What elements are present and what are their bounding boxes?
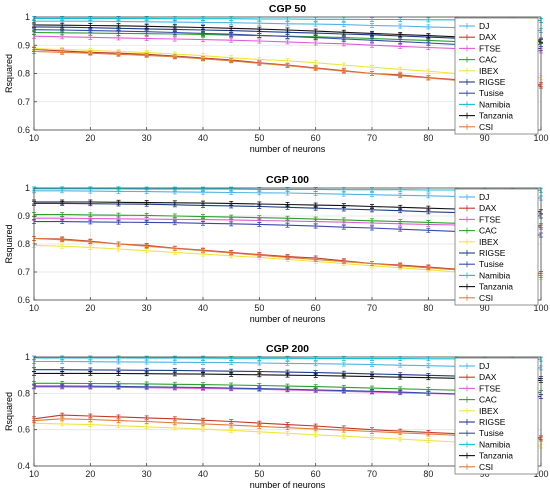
legend-label: Tanzania	[479, 111, 513, 121]
legend-label: FTSE	[479, 43, 501, 53]
x-tick-label: 70	[367, 133, 377, 143]
y-tick-label: 0.6	[17, 425, 30, 435]
legend-label: Tanzania	[479, 451, 513, 461]
x-axis-label: number of neurons	[250, 144, 326, 154]
chart-title: CGP 50	[269, 3, 306, 15]
legend-label: IBEX	[479, 237, 499, 247]
x-tick-label: 40	[198, 469, 208, 479]
x-tick-label: 20	[85, 469, 95, 479]
legend-label: CAC	[479, 55, 497, 65]
y-tick-label: 0.8	[17, 239, 30, 249]
x-tick-label: 40	[198, 303, 208, 313]
x-tick-label: 70	[367, 469, 377, 479]
y-tick-label: 0.8	[17, 69, 30, 79]
y-tick-label: 1	[25, 352, 30, 362]
chart-title: CGP 100	[266, 174, 309, 186]
x-tick-label: 100	[533, 303, 548, 313]
y-tick-label: 0.9	[17, 40, 30, 50]
legend-label: DJ	[479, 361, 489, 371]
legend-label: CAC	[479, 395, 497, 405]
x-tick-label: 100	[533, 469, 548, 479]
chart-panel: 10 20 30 40 50 60 70 80 90 100 0.6 0.7 0.8 0.9 1 CGP 10…	[4, 174, 549, 324]
x-tick-label: 30	[142, 133, 152, 143]
y-tick-label: 0.4	[17, 461, 30, 471]
y-tick-label: 0.7	[17, 97, 30, 107]
legend-label: IBEX	[479, 66, 499, 76]
x-tick-label: 50	[254, 469, 264, 479]
legend-label: CAC	[479, 226, 497, 236]
legend-label: FTSE	[479, 214, 501, 224]
chart-title: CGP 200	[266, 343, 309, 355]
x-tick-label: 80	[423, 303, 433, 313]
x-tick-label: 50	[254, 303, 264, 313]
legend-label: RIGSE	[479, 77, 506, 87]
legend-label: DJ	[479, 21, 489, 31]
x-axis-label: number of neurons	[250, 314, 326, 324]
x-tick-label: 60	[311, 133, 321, 143]
x-tick-label: 10	[29, 469, 39, 479]
legend-label: DJ	[479, 192, 489, 202]
legend-label: DAX	[479, 203, 497, 213]
x-tick-label: 30	[142, 469, 152, 479]
x-tick-label: 10	[29, 303, 39, 313]
x-tick-label: 100	[533, 133, 548, 143]
axes-frame	[33, 356, 542, 467]
legend-label: CSI	[479, 462, 493, 472]
legend-label: Tanzania	[479, 282, 513, 292]
legend-label: Tusise	[479, 259, 504, 269]
y-tick-label: 0.6	[17, 125, 30, 135]
legend-label: IBEX	[479, 406, 499, 416]
legend-label: Tusise	[479, 88, 504, 98]
x-tick-label: 50	[254, 133, 264, 143]
legend-label: FTSE	[479, 383, 501, 393]
y-axis-label: Rsquared	[4, 54, 14, 93]
chart-panel: 10 20 30 40 50 60 70 80 90 100 0.6 0.7 0.8 0.9 1 CGP 50…	[4, 3, 549, 154]
x-tick-label: 90	[480, 303, 490, 313]
y-tick-label: 0.7	[17, 267, 30, 277]
y-axis-label: Rsquared	[4, 224, 14, 263]
y-tick-label: 0.8	[17, 388, 30, 398]
x-tick-label: 30	[142, 303, 152, 313]
x-tick-label: 80	[423, 133, 433, 143]
legend-label: Namibia	[479, 439, 510, 449]
x-tick-label: 40	[198, 133, 208, 143]
x-tick-label: 80	[423, 469, 433, 479]
x-tick-label: 10	[29, 133, 39, 143]
x-tick-label: 90	[480, 133, 490, 143]
legend-label: DAX	[479, 32, 497, 42]
legend-label: CSI	[479, 293, 493, 303]
y-axis-label: Rsquared	[4, 392, 14, 431]
x-tick-label: 70	[367, 303, 377, 313]
legend-label: Tusise	[479, 428, 504, 438]
legend-label: RIGSE	[479, 248, 506, 258]
legend-label: CSI	[479, 122, 493, 132]
x-tick-label: 20	[85, 303, 95, 313]
x-tick-label: 60	[311, 303, 321, 313]
y-tick-label: 1	[25, 12, 30, 22]
y-tick-label: 0.9	[17, 211, 30, 221]
x-axis-label: number of neurons	[250, 480, 326, 490]
y-tick-label: 0.6	[17, 295, 30, 305]
y-tick-label: 1	[25, 183, 30, 193]
legend-label: Namibia	[479, 99, 510, 109]
legend-label: DAX	[479, 372, 497, 382]
x-tick-label: 60	[311, 469, 321, 479]
legend-label: RIGSE	[479, 417, 506, 427]
legend-label: Namibia	[479, 270, 510, 280]
x-tick-label: 20	[85, 133, 95, 143]
